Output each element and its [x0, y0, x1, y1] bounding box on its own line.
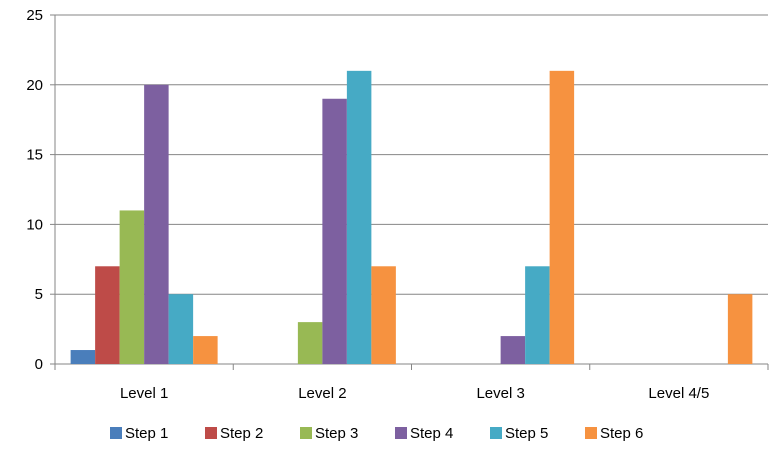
legend-label: Step 5	[505, 425, 548, 442]
bar-step-6-level-4-5	[727, 294, 753, 364]
gridlines	[55, 14, 768, 295]
y-tick-label: 15	[26, 147, 43, 164]
y-tick-label: 0	[35, 356, 43, 373]
legend-label: Step 3	[315, 425, 358, 442]
bar-step-4-level-1	[144, 84, 169, 365]
legend-swatch	[300, 427, 312, 439]
legend-item-step-5: Step 5	[490, 425, 548, 442]
legend-label: Step 1	[125, 425, 168, 442]
bar-step-6-level-1	[193, 336, 218, 364]
legend-swatch	[585, 427, 597, 439]
y-tick-label: 5	[35, 286, 43, 303]
legend-item-step-6: Step 6	[585, 425, 643, 442]
bar-step-2-level-1	[95, 266, 120, 364]
bar-step-5-level-1	[168, 294, 194, 364]
bar-step-6-level-3	[549, 70, 575, 364]
legend-label: Step 4	[410, 425, 453, 442]
y-tick-label: 20	[26, 77, 43, 94]
bar-step-1-level-1	[70, 350, 96, 364]
bar-step-6-level-2	[371, 266, 396, 364]
legend: Step 1 Step 2 Step 3 Step 4 Step 5 Step 6	[110, 425, 643, 442]
legend-item-step-3: Step 3	[300, 425, 358, 442]
x-category-label: Level 2	[298, 385, 346, 402]
bar-step-3-level-1	[119, 210, 145, 364]
bar-step-5-level-3	[525, 266, 550, 364]
bar-step-4-level-3	[500, 336, 526, 364]
legend-swatch	[110, 427, 122, 439]
legend-swatch	[395, 427, 407, 439]
x-category-label: Level 4/5	[648, 385, 709, 402]
legend-label: Step 6	[600, 425, 643, 442]
x-category-label: Level 3	[476, 385, 524, 402]
y-tick-label: 25	[26, 7, 43, 24]
x-category-label: Level 1	[120, 385, 168, 402]
bars	[70, 70, 753, 365]
legend-item-step-1: Step 1	[110, 425, 168, 442]
legend-label: Step 2	[220, 425, 263, 442]
y-axis-ticks: 0 5 10 15 20 25	[26, 7, 43, 373]
x-axis-categories: Level 1 Level 2 Level 3 Level 4/5	[120, 385, 709, 402]
bar-step-3-level-2	[297, 322, 323, 364]
bar-step-5-level-2	[346, 70, 372, 364]
bar-step-4-level-2	[322, 98, 347, 364]
legend-item-step-4: Step 4	[395, 425, 453, 442]
legend-item-step-2: Step 2	[205, 425, 263, 442]
legend-swatch	[490, 427, 502, 439]
legend-swatch	[205, 427, 217, 439]
y-tick-label: 10	[26, 216, 43, 233]
